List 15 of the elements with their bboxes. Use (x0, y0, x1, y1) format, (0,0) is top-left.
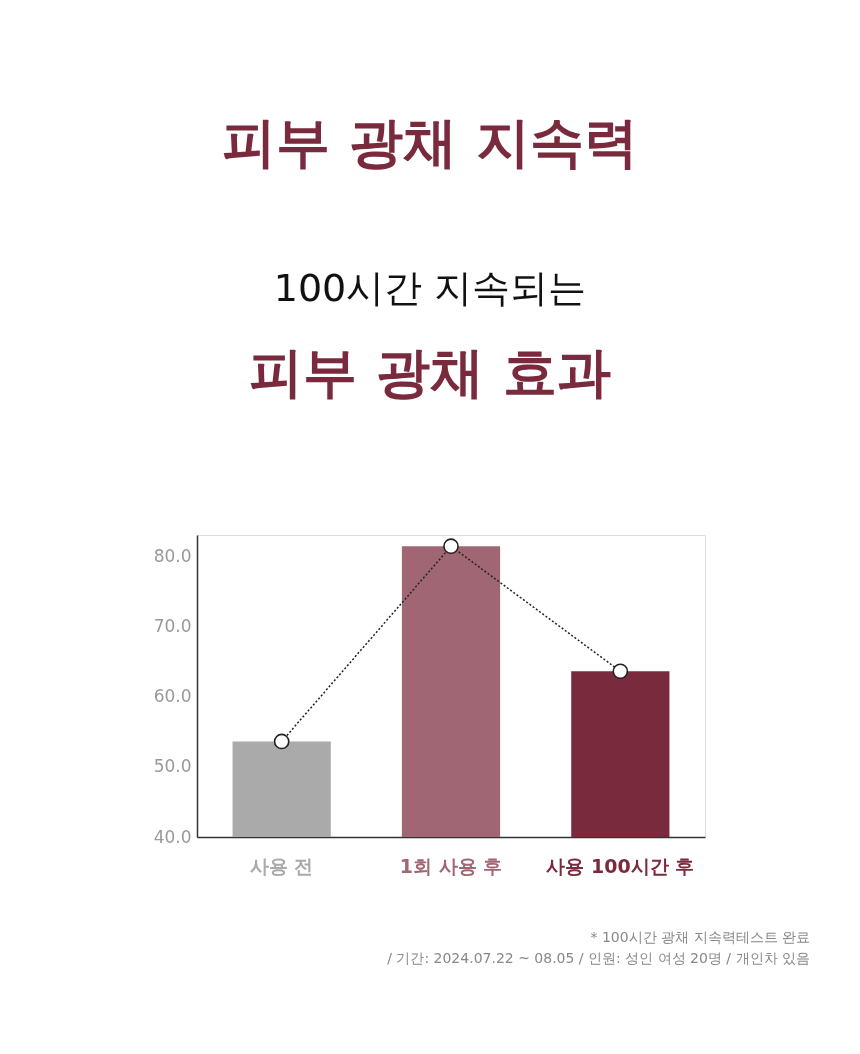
y-tick-label: 80.0 (153, 545, 192, 566)
point (273, 733, 290, 750)
x-tick-label: 1회 사용 후 (399, 854, 503, 877)
y-tick-label: 40.0 (153, 826, 192, 847)
y-tick-label: 60.0 (153, 686, 192, 707)
point (443, 538, 459, 555)
x-tick-label: 사용 전 (249, 854, 314, 877)
x-tick-label: 사용 100시간 후 (546, 854, 695, 877)
text: * 100시간 광채 지속력테스트 완료 (590, 929, 810, 945)
chart-title: 피부 광채 지속력 (222, 111, 638, 174)
y-tick-label: 70.0 (153, 615, 192, 636)
text: / 기간: 2024.07.22 ~ 08.05 / 인원: 성인 여성 20명 / 개인차 있음 (387, 950, 810, 966)
chart-subtitle: 100시간 지속되는 피부 광채 효과 (249, 266, 611, 404)
y-tick-label: 50.0 (153, 756, 192, 777)
point (612, 663, 629, 680)
